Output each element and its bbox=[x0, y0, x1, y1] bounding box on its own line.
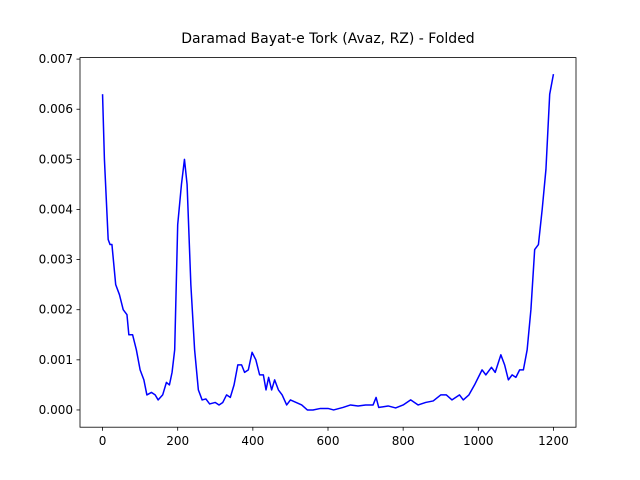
x-tick-label: 400 bbox=[241, 434, 264, 448]
x-tick-label: 1000 bbox=[463, 434, 494, 448]
y-tick-label: 0.007 bbox=[39, 52, 73, 66]
x-tick-label: 600 bbox=[317, 434, 340, 448]
x-tick-label: 200 bbox=[166, 434, 189, 448]
x-tick-label: 800 bbox=[392, 434, 415, 448]
x-tick-label: 0 bbox=[99, 434, 107, 448]
data-line bbox=[101, 74, 555, 411]
x-tick-label: 1200 bbox=[538, 434, 569, 448]
y-tick-label: 0.006 bbox=[39, 102, 73, 116]
y-tick-label: 0.000 bbox=[39, 403, 73, 417]
y-tick-label: 0.005 bbox=[39, 152, 73, 166]
y-tick-label: 0.003 bbox=[39, 253, 73, 267]
y-tick-label: 0.001 bbox=[39, 353, 73, 367]
y-tick-label: 0.004 bbox=[39, 202, 73, 216]
chart-title: Daramad Bayat-e Tork (Avaz, RZ) - Folded bbox=[181, 31, 474, 47]
plot-frame bbox=[79, 57, 577, 428]
y-tick-label: 0.002 bbox=[39, 303, 73, 317]
